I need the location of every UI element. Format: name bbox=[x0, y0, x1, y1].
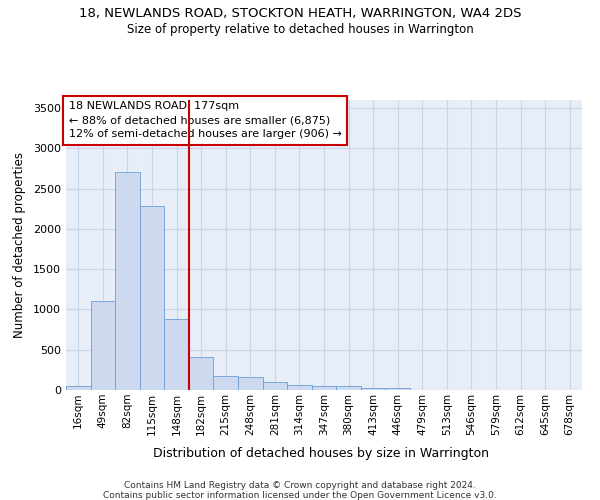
Bar bbox=[66, 386, 91, 390]
Bar bbox=[91, 302, 115, 390]
Bar bbox=[214, 376, 238, 390]
Bar bbox=[164, 319, 189, 390]
Text: 18 NEWLANDS ROAD: 177sqm
← 88% of detached houses are smaller (6,875)
12% of sem: 18 NEWLANDS ROAD: 177sqm ← 88% of detach… bbox=[68, 102, 341, 140]
Bar bbox=[189, 356, 214, 390]
Bar bbox=[336, 386, 361, 390]
Text: 18, NEWLANDS ROAD, STOCKTON HEATH, WARRINGTON, WA4 2DS: 18, NEWLANDS ROAD, STOCKTON HEATH, WARRI… bbox=[79, 8, 521, 20]
Text: Contains HM Land Registry data © Crown copyright and database right 2024.: Contains HM Land Registry data © Crown c… bbox=[124, 481, 476, 490]
Bar bbox=[140, 206, 164, 390]
Text: Distribution of detached houses by size in Warrington: Distribution of detached houses by size … bbox=[153, 448, 489, 460]
Bar bbox=[385, 388, 410, 390]
Bar bbox=[312, 386, 336, 390]
Bar bbox=[115, 172, 140, 390]
Bar bbox=[238, 376, 263, 390]
Bar bbox=[287, 385, 312, 390]
Bar bbox=[263, 382, 287, 390]
Text: Size of property relative to detached houses in Warrington: Size of property relative to detached ho… bbox=[127, 22, 473, 36]
Text: Contains public sector information licensed under the Open Government Licence v3: Contains public sector information licen… bbox=[103, 491, 497, 500]
Bar bbox=[361, 388, 385, 390]
Y-axis label: Number of detached properties: Number of detached properties bbox=[13, 152, 26, 338]
